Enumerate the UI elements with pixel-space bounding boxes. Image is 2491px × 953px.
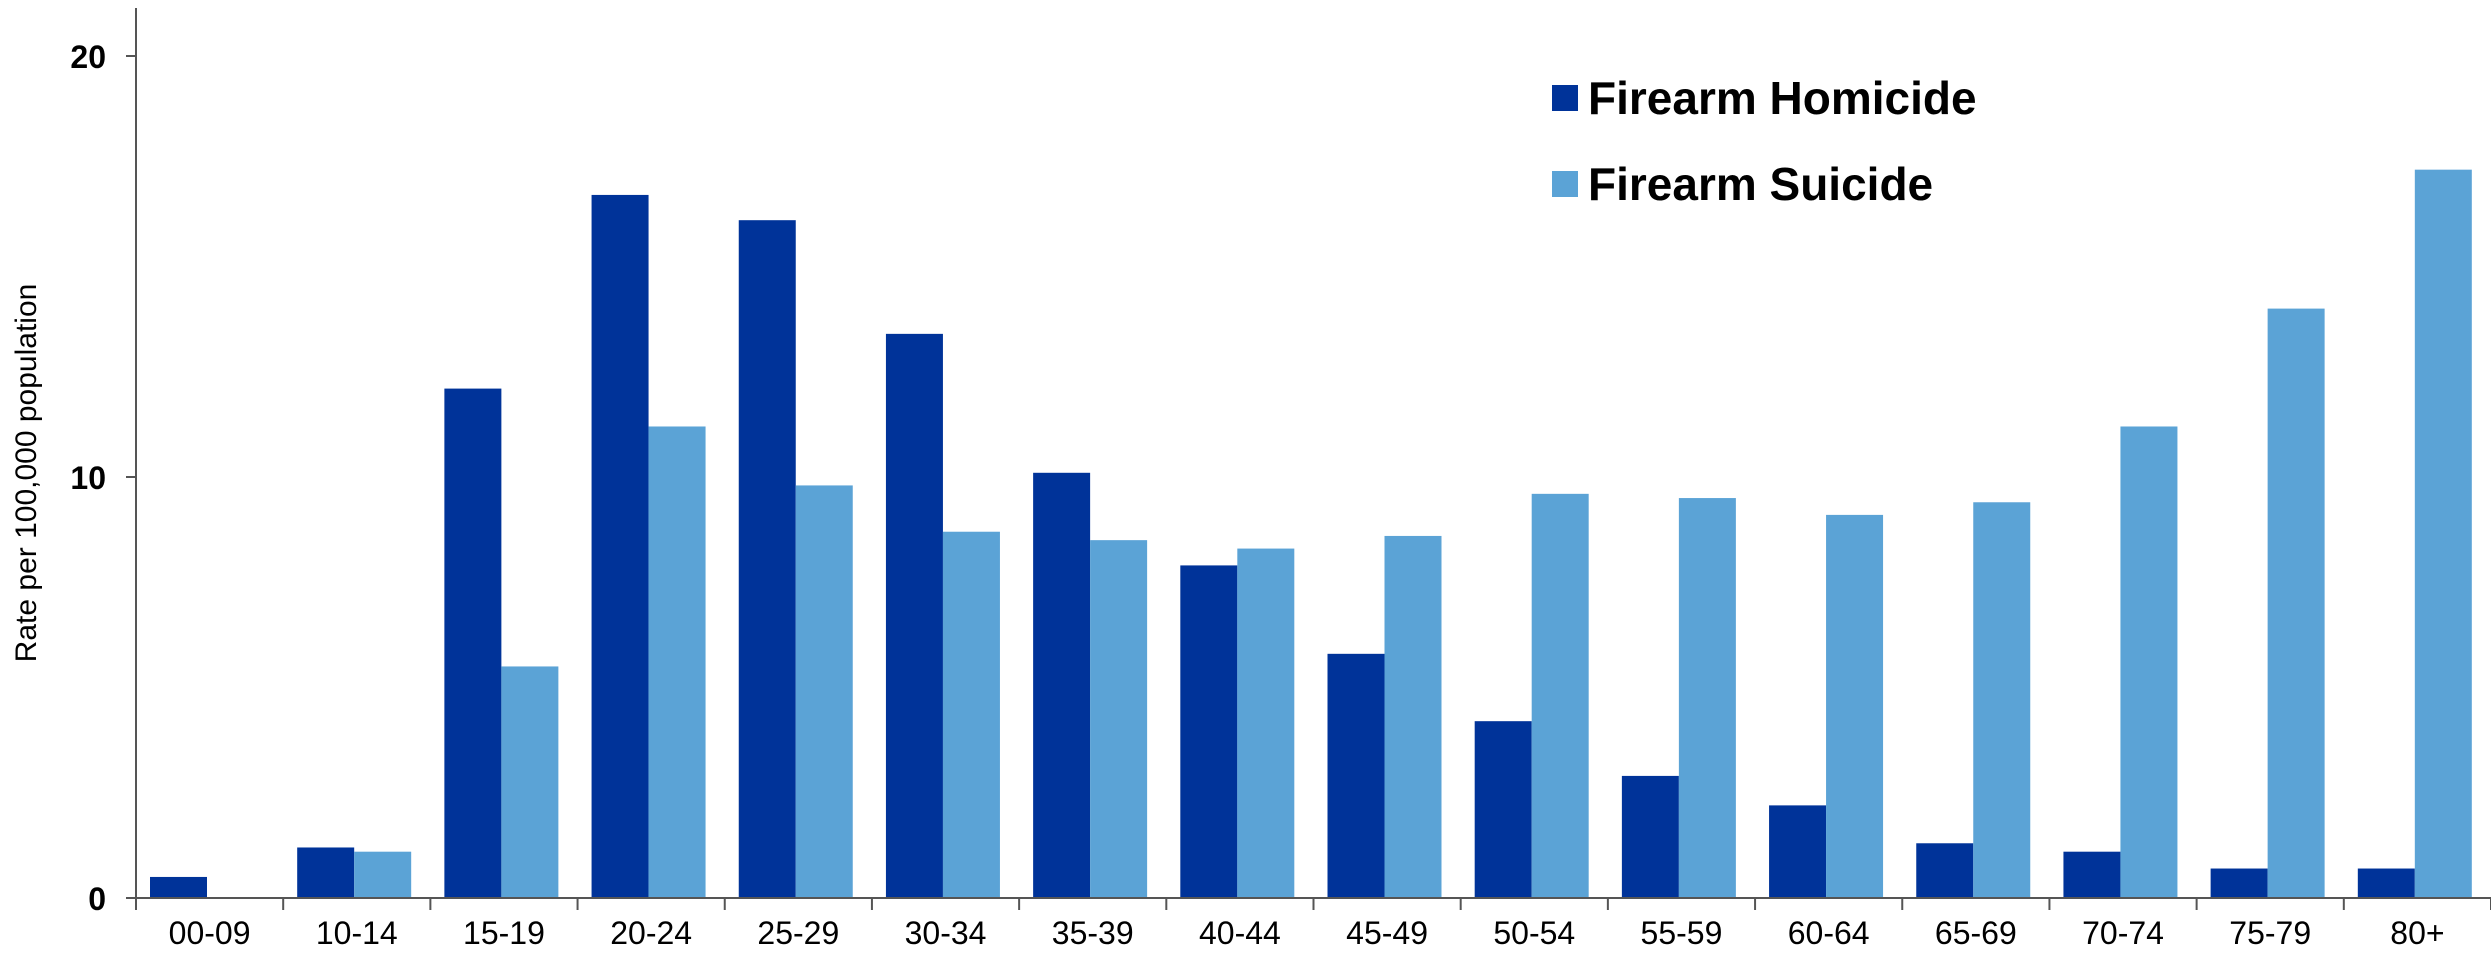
x-tick-label: 10-14 <box>316 915 398 951</box>
bar-suicide-15-19 <box>501 666 559 898</box>
x-tick-label: 20-24 <box>610 915 692 951</box>
legend-swatch-suicide <box>1552 171 1578 197</box>
bar-suicide-20-24 <box>648 426 706 898</box>
bar-suicide-55-59 <box>1678 498 1736 898</box>
bar-homicide-25-29 <box>738 220 796 898</box>
x-tick-label: 00-09 <box>169 915 251 951</box>
bar-homicide-30-34 <box>885 333 943 898</box>
x-tick-label: 50-54 <box>1493 915 1575 951</box>
bar-homicide-65-69 <box>1916 843 1974 898</box>
bar-suicide-30-34 <box>942 531 1000 898</box>
x-tick-label: 15-19 <box>463 915 545 951</box>
bar-homicide-55-59 <box>1621 775 1679 898</box>
legend-label-homicide: Firearm Homicide <box>1588 72 1977 124</box>
bar-homicide-00-09 <box>150 876 207 898</box>
y-axis-label: Rate per 100,000 population <box>10 284 43 663</box>
y-tick-label: 20 <box>70 39 106 75</box>
bar-homicide-80+ <box>2357 868 2415 898</box>
x-tick-label: 35-39 <box>1052 915 1134 951</box>
x-tick-label: 80+ <box>2390 915 2444 951</box>
bar-suicide-80+ <box>2414 169 2472 899</box>
bar-homicide-35-39 <box>1033 472 1091 898</box>
bar-suicide-65-69 <box>1973 502 2031 898</box>
y-ticks: 0 10 20 <box>70 39 136 917</box>
bar-homicide-45-49 <box>1327 653 1385 898</box>
y-tick-label: 0 <box>88 881 106 917</box>
x-tick-label: 65-69 <box>1935 915 2017 951</box>
bar-suicide-70-74 <box>2120 426 2178 898</box>
bar-homicide-20-24 <box>591 194 649 898</box>
bar-homicide-60-64 <box>1769 805 1827 898</box>
bar-suicide-50-54 <box>1531 493 1589 898</box>
x-tick-label: 40-44 <box>1199 915 1281 951</box>
bar-homicide-70-74 <box>2063 851 2121 898</box>
x-tick-label: 70-74 <box>2082 915 2164 951</box>
bar-homicide-50-54 <box>1474 721 1532 898</box>
bar-suicide-75-79 <box>2267 308 2325 899</box>
legend-label-suicide: Firearm Suicide <box>1588 158 1933 210</box>
x-tick-label: 60-64 <box>1788 915 1870 951</box>
x-tick-label: 55-59 <box>1641 915 1723 951</box>
x-tick-label: 25-29 <box>757 915 839 951</box>
bar-suicide-60-64 <box>1826 514 1884 898</box>
x-tick-label: 45-49 <box>1346 915 1428 951</box>
legend-swatch-homicide <box>1552 85 1578 111</box>
bars-layer <box>150 169 2472 899</box>
bar-homicide-10-14 <box>297 847 355 898</box>
y-tick-label: 10 <box>70 460 106 496</box>
bar-suicide-25-29 <box>795 485 853 898</box>
bar-suicide-45-49 <box>1384 535 1442 898</box>
bar-suicide-40-44 <box>1237 548 1295 898</box>
bar-suicide-10-14 <box>354 851 412 898</box>
bar-suicide-35-39 <box>1090 540 1148 898</box>
bar-homicide-75-79 <box>2210 868 2268 898</box>
x-tick-label: 30-34 <box>905 915 987 951</box>
x-ticks: 00-09 10-14 15-19 20-24 25-29 30-34 35-39 40-44… <box>135 898 2491 951</box>
bar-homicide-15-19 <box>444 388 502 898</box>
legend: Firearm Homicide Firearm Suicide <box>1552 72 1977 210</box>
x-tick-label: 75-79 <box>2229 915 2311 951</box>
bar-homicide-40-44 <box>1180 565 1238 898</box>
